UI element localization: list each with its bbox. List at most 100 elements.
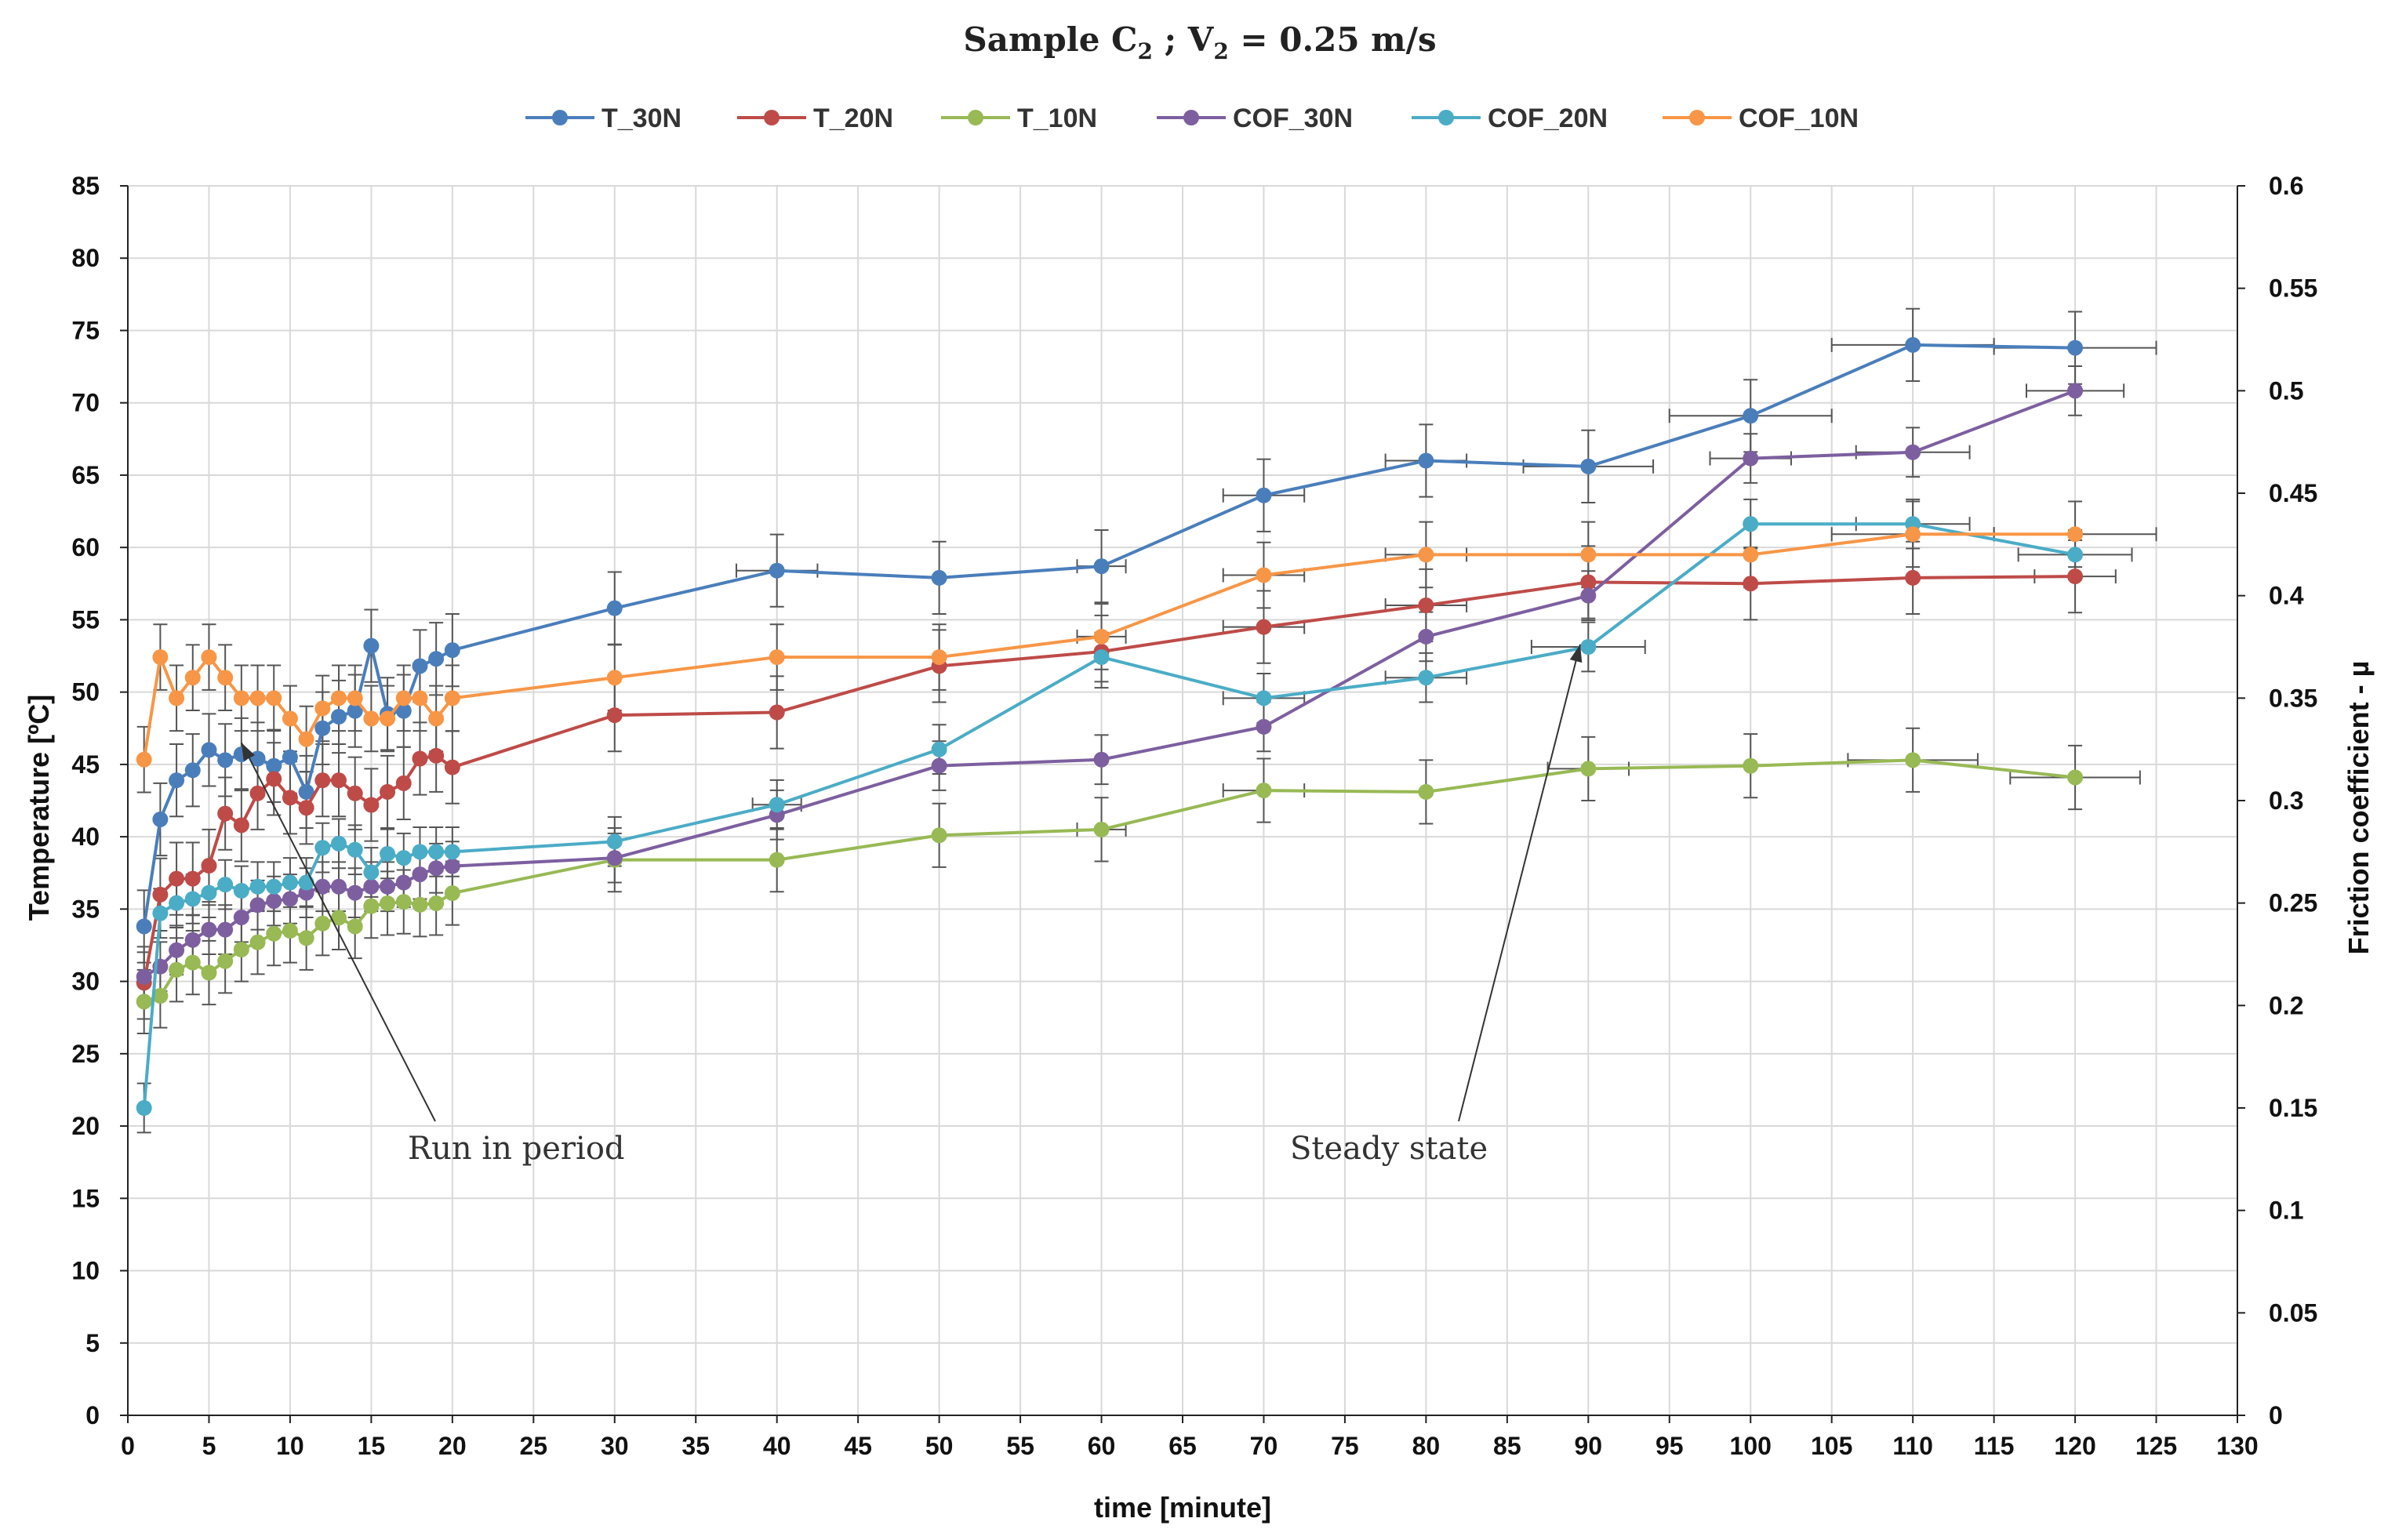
y-left-tick-label: 0 bbox=[85, 1401, 100, 1429]
x-tick-label: 125 bbox=[2135, 1432, 2177, 1460]
data-point-t-10n bbox=[136, 993, 152, 1010]
data-point-cof-30n bbox=[331, 878, 347, 895]
data-point-cof-10n bbox=[298, 731, 314, 747]
data-point-cof-20n bbox=[184, 891, 201, 907]
data-point-t-30n bbox=[347, 703, 363, 719]
data-point-t-30n bbox=[136, 918, 152, 935]
x-tick-label: 105 bbox=[1811, 1432, 1852, 1460]
data-point-t-20n bbox=[444, 759, 460, 775]
data-point-cof-20n bbox=[266, 878, 282, 895]
data-point-t-10n bbox=[347, 918, 363, 935]
data-point-t-30n bbox=[1905, 336, 1921, 353]
x-axis-label: time [minute] bbox=[1094, 1491, 1271, 1524]
data-point-t-30n bbox=[1580, 458, 1597, 474]
x-tick-label: 10 bbox=[276, 1432, 304, 1460]
series-cof-20n bbox=[136, 516, 2084, 1116]
y-left-tick-label: 5 bbox=[85, 1329, 100, 1357]
annotation-arrow-line bbox=[240, 742, 436, 1122]
data-point-t-20n bbox=[395, 775, 412, 791]
tick-labels: 0 5 10 15 20 25 30 35 40 45 50 55 60 65 70 75 80 85 90 95 10… bbox=[71, 172, 2317, 1460]
data-point-t-10n bbox=[769, 852, 785, 868]
legend-marker bbox=[764, 110, 780, 125]
y-axis-label-right: Friction coefficient - µ bbox=[2342, 661, 2375, 955]
data-point-t-30n bbox=[184, 762, 201, 779]
data-point-cof-10n bbox=[1418, 547, 1434, 563]
data-point-cof-20n bbox=[1256, 690, 1272, 706]
y-axis-label-left: Temperature [ºC] bbox=[23, 695, 55, 921]
data-point-t-20n bbox=[363, 797, 380, 813]
data-point-cof-30n bbox=[444, 858, 460, 874]
data-point-t-30n bbox=[331, 709, 347, 725]
x-tick-label: 50 bbox=[925, 1432, 954, 1460]
data-point-cof-20n bbox=[444, 844, 460, 860]
data-point-cof-30n bbox=[1905, 444, 1921, 460]
data-point-cof-10n bbox=[412, 690, 428, 706]
series-cof-10n bbox=[136, 526, 2084, 768]
data-point-t-30n bbox=[363, 637, 380, 654]
data-point-cof-20n bbox=[249, 878, 266, 895]
y-left-tick-label: 35 bbox=[71, 895, 100, 923]
legend-marker bbox=[552, 110, 568, 125]
x-tick-label: 20 bbox=[438, 1432, 467, 1460]
data-point-cof-20n bbox=[347, 841, 363, 858]
data-point-cof-10n bbox=[217, 670, 234, 686]
data-point-t-10n bbox=[233, 942, 249, 958]
data-point-t-10n bbox=[314, 915, 331, 932]
x-tick-label: 25 bbox=[520, 1432, 548, 1460]
y-left-tick-label: 40 bbox=[71, 823, 100, 851]
y-left-tick-label: 15 bbox=[71, 1184, 100, 1212]
chart-title: Sample C2 ; V2 = 0.25 m/s bbox=[963, 20, 1436, 64]
data-point-cof-10n bbox=[266, 690, 282, 706]
data-point-t-30n bbox=[201, 742, 217, 758]
data-point-t-10n bbox=[1093, 821, 1110, 837]
y-right-tick-label: 0 bbox=[2269, 1401, 2283, 1429]
data-point-cof-10n bbox=[395, 690, 412, 706]
data-point-t-20n bbox=[769, 704, 785, 721]
data-point-cof-10n bbox=[347, 690, 363, 706]
y-left-tick-label: 80 bbox=[71, 244, 100, 272]
series-line-t-20n bbox=[142, 575, 2076, 983]
annotation-label: Steady state bbox=[1290, 1131, 1488, 1167]
legend-label: COF_30N bbox=[1233, 104, 1353, 133]
data-point-cof-20n bbox=[363, 864, 380, 881]
annotations: Run in period Steady state bbox=[240, 644, 1583, 1167]
data-point-cof-10n bbox=[136, 751, 152, 768]
x-tick-label: 30 bbox=[601, 1432, 629, 1460]
data-point-cof-20n bbox=[1580, 639, 1597, 655]
data-point-t-10n bbox=[395, 894, 412, 910]
data-point-cof-10n bbox=[184, 670, 201, 686]
legend-label: COF_20N bbox=[1488, 104, 1608, 133]
annotation-arrowhead bbox=[1569, 644, 1583, 663]
data-point-cof-10n bbox=[282, 710, 298, 727]
data-point-cof-30n bbox=[282, 891, 298, 907]
data-point-t-30n bbox=[395, 703, 412, 719]
data-point-cof-10n bbox=[769, 649, 785, 666]
data-point-cof-20n bbox=[136, 1100, 152, 1116]
data-point-cof-30n bbox=[347, 884, 363, 901]
annotation-label: Run in period bbox=[408, 1131, 625, 1167]
data-point-cof-30n bbox=[314, 878, 331, 895]
data-point-t-20n bbox=[412, 750, 428, 767]
data-point-t-20n bbox=[169, 870, 185, 887]
y-left-tick-label: 45 bbox=[71, 750, 100, 779]
data-point-t-10n bbox=[184, 954, 201, 971]
gridlines bbox=[127, 185, 2238, 1416]
y-right-tick-label: 0.5 bbox=[2269, 376, 2303, 405]
x-tick-label: 70 bbox=[1250, 1432, 1278, 1460]
data-point-t-20n bbox=[233, 817, 249, 834]
legend-label: T_10N bbox=[1017, 104, 1097, 133]
series-lines bbox=[136, 336, 2084, 1116]
legend-label: T_20N bbox=[813, 104, 893, 133]
data-point-t-30n bbox=[152, 811, 169, 827]
y-left-tick-label: 10 bbox=[71, 1257, 100, 1285]
y-left-tick-label: 30 bbox=[71, 968, 100, 996]
data-point-cof-30n bbox=[201, 921, 217, 938]
y-left-tick-label: 20 bbox=[71, 1112, 100, 1140]
data-point-t-30n bbox=[606, 600, 623, 616]
data-point-cof-30n bbox=[1580, 587, 1597, 604]
data-point-cof-10n bbox=[444, 690, 460, 706]
data-point-cof-10n bbox=[249, 690, 266, 706]
y-right-tick-label: 0.55 bbox=[2269, 274, 2317, 303]
data-point-t-20n bbox=[347, 785, 363, 801]
